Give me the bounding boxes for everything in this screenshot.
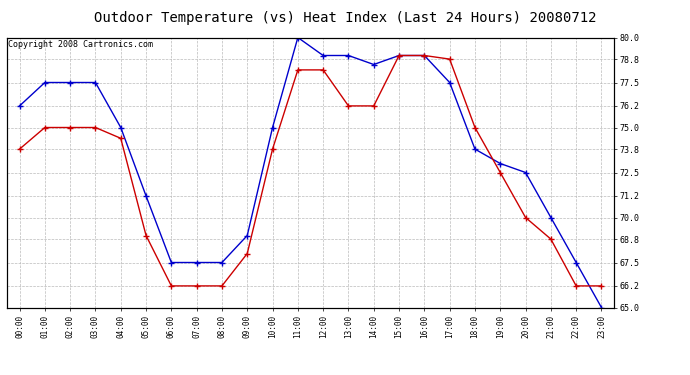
- Text: Outdoor Temperature (vs) Heat Index (Last 24 Hours) 20080712: Outdoor Temperature (vs) Heat Index (Las…: [94, 11, 596, 25]
- Text: Copyright 2008 Cartronics.com: Copyright 2008 Cartronics.com: [8, 40, 153, 49]
